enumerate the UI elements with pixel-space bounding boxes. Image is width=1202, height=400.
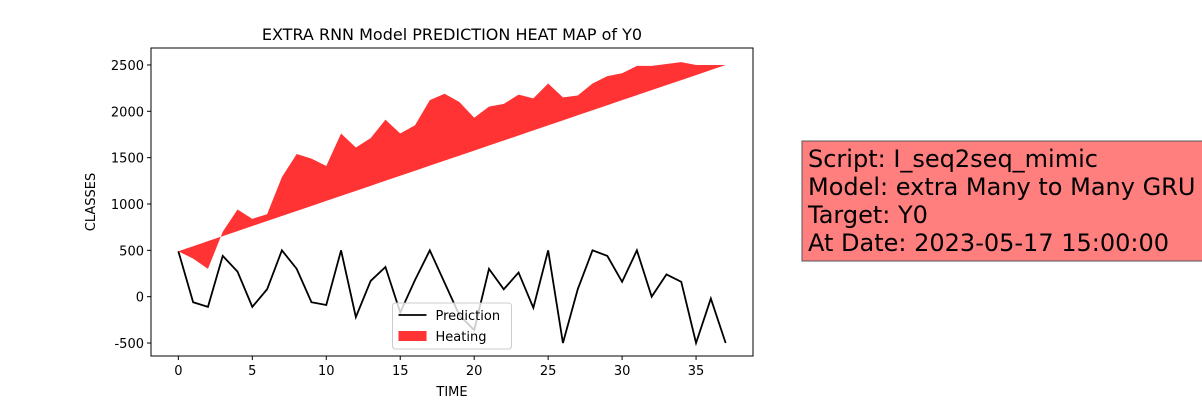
annotation-line: Target: Y0: [807, 201, 928, 229]
y-tick-label: 2500: [111, 59, 144, 74]
x-tick-label: 15: [392, 364, 409, 379]
annotation-box: [801, 140, 1202, 262]
x-tick-label: 5: [248, 364, 256, 379]
prediction-line: [177, 247, 727, 347]
x-tick-label: 35: [688, 364, 705, 379]
chart-title: EXTRA RNN Model PREDICTION HEAT MAP of Y…: [262, 25, 642, 44]
legend: Prediction Heating: [392, 302, 512, 350]
legend-label: Prediction: [436, 309, 501, 324]
x-tick-label: 20: [466, 364, 483, 379]
annotation-line: Script: I_seq2seq_mimic: [808, 145, 1098, 173]
y-tick-label: 2000: [111, 105, 144, 120]
x-tick-label: 25: [540, 364, 557, 379]
y-tick-label: 500: [119, 244, 144, 259]
legend-label: Heating: [436, 330, 487, 345]
y-tick-label: 0: [136, 291, 144, 306]
y-tick-label: 1500: [111, 152, 144, 167]
legend-swatch: [398, 331, 427, 341]
y-tick-label: 1000: [111, 198, 144, 213]
plot-frame: [150, 47, 754, 357]
x-tick-label: 30: [614, 364, 631, 379]
annotation-line: At Date: 2023-05-17 15:00:00: [808, 229, 1169, 257]
x-tick-label: 10: [318, 364, 335, 379]
y-axis-label: CLASSES: [84, 173, 99, 231]
annotation-line: Model: extra Many to Many GRU: [808, 173, 1195, 201]
x-tick-label: 0: [174, 364, 182, 379]
x-axis-label: TIME: [435, 385, 467, 400]
heating-area: [178, 62, 726, 269]
y-tick-label: -500: [114, 337, 144, 352]
